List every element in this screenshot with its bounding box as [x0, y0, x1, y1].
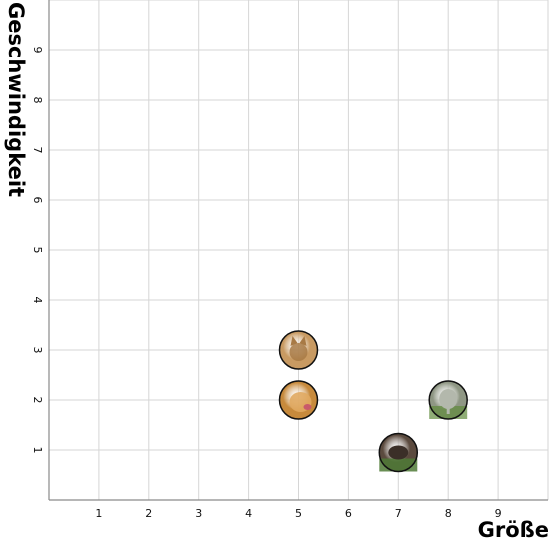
y-tick-label: 9: [31, 47, 44, 54]
grid: [49, 0, 549, 500]
y-tick-label: 5: [31, 247, 44, 254]
y-tick-label: 4: [31, 297, 44, 304]
axes: [48, 0, 548, 501]
x-axis-title: Größe: [478, 518, 549, 542]
x-tick-label: 8: [445, 507, 452, 520]
x-tick-label: 4: [245, 507, 252, 520]
data-point-border: [278, 330, 319, 370]
y-tick-label: 8: [31, 97, 44, 104]
y-tick-label: 1: [31, 447, 44, 454]
y-tick-label: 3: [31, 347, 44, 354]
x-tick-label: 9: [495, 507, 502, 520]
data-point-donkey: [378, 432, 419, 473]
data-point-border: [428, 380, 468, 420]
data-point-border: [378, 432, 419, 473]
y-tick-label: 7: [31, 147, 44, 154]
x-tick-label: 5: [295, 507, 302, 520]
x-tick-label: 6: [345, 507, 352, 520]
y-tick-label: 6: [31, 197, 44, 204]
y-tick-label: 2: [31, 397, 44, 404]
tick-labels: 1 2 3 4 5 6 7 8 9 1 2 3 4 5 6 7 8 9: [31, 47, 502, 521]
x-tick-label: 7: [395, 507, 402, 520]
x-tick-label: 2: [145, 507, 152, 520]
data-point-elephant: [428, 380, 468, 420]
x-tick-label: 1: [95, 507, 102, 520]
data-points: [278, 330, 468, 473]
data-point-dog: [278, 380, 319, 420]
x-tick-label: 3: [195, 507, 202, 520]
data-point-cat: [278, 330, 319, 370]
data-point-border: [278, 380, 319, 420]
y-axis-title: Geschwindigkeit: [4, 2, 28, 197]
